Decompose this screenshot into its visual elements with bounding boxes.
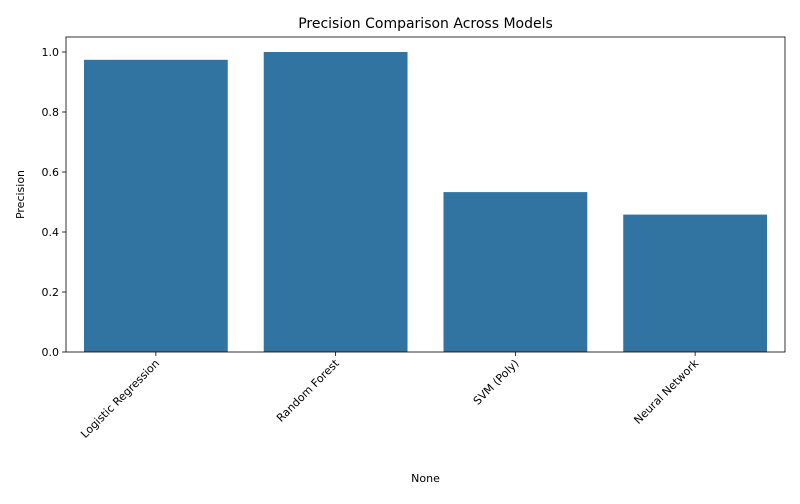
x-axis-label: None xyxy=(411,472,440,485)
y-axis: 0.0 0.2 0.4 0.6 0.8 1.0 xyxy=(42,46,66,359)
x-tick-label: Logistic Regression xyxy=(78,357,162,441)
bar-logistic-regression xyxy=(83,59,228,353)
y-tick-label: 0.0 xyxy=(42,346,60,359)
x-tick-label: Neural Network xyxy=(631,356,701,426)
y-tick-label: 1.0 xyxy=(42,46,60,59)
chart-title: Precision Comparison Across Models xyxy=(298,16,553,32)
bars-layer xyxy=(83,52,768,353)
x-tick-label: Random Forest xyxy=(274,356,342,424)
x-tick-label: SVM (Poly) xyxy=(471,357,522,408)
y-tick-label: 0.6 xyxy=(42,166,60,179)
y-tick-label: 0.2 xyxy=(42,286,60,299)
bar-neural-network xyxy=(623,214,768,352)
bar-svm-poly xyxy=(443,192,588,352)
plot-frame xyxy=(65,36,786,353)
x-axis: Logistic Regression Random Forest SVM (Pol… xyxy=(78,352,702,441)
y-tick-label: 0.4 xyxy=(42,226,60,239)
bar-random-forest xyxy=(263,52,408,352)
y-axis-label: Precision xyxy=(14,170,27,219)
y-tick-label: 0.8 xyxy=(42,106,60,119)
